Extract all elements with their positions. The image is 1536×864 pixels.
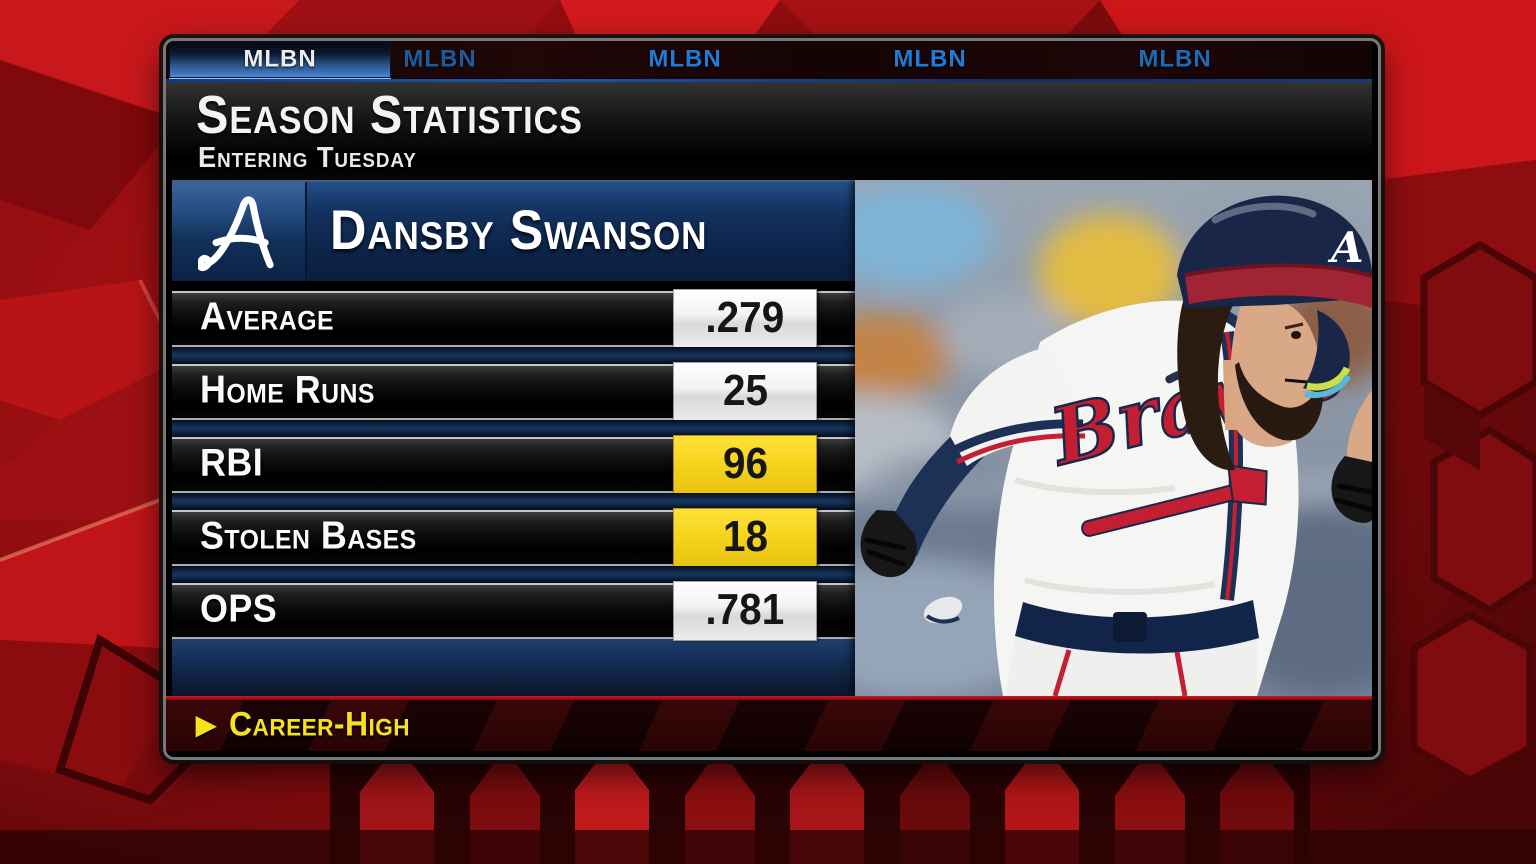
stat-label: Stolen Bases	[200, 514, 417, 558]
channel-tab[interactable]: MLBN	[822, 41, 1038, 78]
braves-a-icon	[197, 195, 274, 271]
stat-label: OPS	[200, 587, 278, 631]
channel-tab-label: MLBN	[648, 44, 722, 72]
footer-red-divider	[166, 696, 1372, 700]
stat-row-stolen-bases: Stolen Bases 18	[172, 508, 855, 568]
stat-value: 96	[673, 435, 817, 495]
channel-tab[interactable]: MLBN	[1067, 41, 1283, 78]
channel-tab[interactable]: MLBN	[332, 41, 548, 78]
channel-tab-label: MLBN	[893, 44, 967, 72]
career-high-legend: ▶ Career-High	[196, 705, 421, 744]
career-high-label: Career-High	[228, 705, 410, 744]
stat-value: 25	[673, 362, 817, 422]
player-photo: Braves A	[855, 180, 1372, 696]
channel-tab[interactable]: MLBN	[169, 41, 391, 78]
stat-value: .781	[673, 581, 817, 641]
triangle-marker-icon: ▶	[196, 709, 217, 740]
channel-tab[interactable]: MLBN	[577, 41, 793, 78]
row-separator	[172, 493, 855, 510]
stat-value: .279	[673, 289, 817, 349]
row-separator	[172, 420, 855, 437]
stat-row-home-runs: Home Runs 25	[172, 362, 855, 422]
stat-row-ops: OPS .781	[172, 581, 855, 641]
stat-row-average: Average .279	[172, 289, 855, 349]
channel-tab-bar: MLBN MLBN MLBN MLBN MLBN	[166, 41, 1372, 79]
footer-bar: ▶ Career-High	[166, 700, 1372, 751]
page-title: Season Statistics	[196, 85, 583, 145]
team-logo-box	[172, 182, 307, 281]
player-name-banner: Dansby Swanson	[172, 180, 855, 281]
stat-row-rbi: RBI 96	[172, 435, 855, 495]
stat-label: Average	[200, 295, 335, 339]
channel-tab-label: MLBN	[1138, 44, 1212, 72]
svg-text:A: A	[1327, 223, 1364, 272]
channel-tab-label: MLBN	[243, 44, 317, 72]
tab-divider-line	[166, 79, 1372, 82]
player-photo-illustration: Braves A	[855, 180, 1372, 696]
stats-graphic-panel: MLBN MLBN MLBN MLBN MLBN Season Statisti…	[163, 38, 1381, 760]
stat-label: Home Runs	[200, 368, 375, 412]
page-subtitle: Entering Tuesday	[198, 142, 417, 174]
row-separator	[172, 347, 855, 364]
player-name: Dansby Swanson	[330, 197, 708, 261]
stat-label: RBI	[200, 441, 264, 485]
stats-table-footer-band	[172, 639, 855, 696]
title-block: Season Statistics Entering Tuesday	[166, 82, 1372, 180]
stat-value: 18	[673, 508, 817, 568]
channel-tab-label: MLBN	[403, 44, 477, 72]
row-separator	[172, 566, 855, 583]
